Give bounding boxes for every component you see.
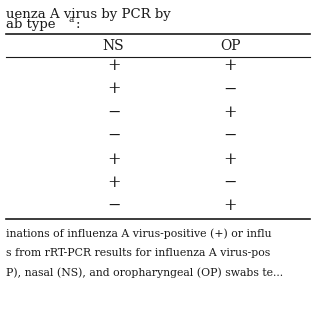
Text: +: +: [107, 57, 120, 74]
Text: P), nasal (NS), and oropharyngeal (OP) swabs te...: P), nasal (NS), and oropharyngeal (OP) s…: [6, 268, 284, 278]
Text: −: −: [224, 174, 237, 191]
Text: +: +: [224, 57, 237, 74]
Text: −: −: [107, 197, 120, 214]
Text: :: :: [75, 18, 80, 31]
Text: −: −: [224, 80, 237, 98]
Text: s from rRT-PCR results for influenza A virus-pos: s from rRT-PCR results for influenza A v…: [6, 248, 271, 258]
Text: −: −: [107, 104, 120, 121]
Text: +: +: [107, 150, 120, 168]
Text: −: −: [224, 127, 237, 144]
Text: OP: OP: [220, 39, 241, 53]
Text: ab type: ab type: [6, 18, 56, 31]
Text: a: a: [69, 15, 74, 24]
Text: NS: NS: [103, 39, 124, 53]
Text: −: −: [107, 127, 120, 144]
Text: inations of influenza A virus-positive (+) or influ: inations of influenza A virus-positive (…: [6, 228, 272, 239]
Text: +: +: [107, 80, 120, 98]
Text: +: +: [107, 174, 120, 191]
Text: +: +: [224, 104, 237, 121]
Text: uenza A virus by PCR by: uenza A virus by PCR by: [6, 8, 171, 21]
Text: +: +: [224, 150, 237, 168]
Text: +: +: [224, 197, 237, 214]
